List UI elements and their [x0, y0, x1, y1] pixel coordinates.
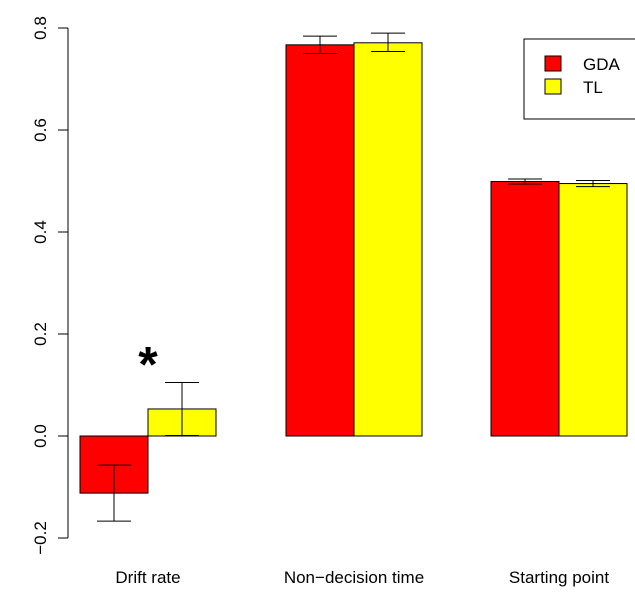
legend-box	[523, 38, 635, 120]
y-tick-label: 0.4	[31, 220, 50, 244]
y-tick-label: 0.6	[31, 118, 50, 142]
error-bars	[97, 32, 610, 522]
bars	[79, 42, 628, 494]
category-labels: Drift rate Non−decision time Starting poin…	[115, 568, 609, 587]
category-label: Non−decision time	[284, 568, 424, 587]
bar-tl-2	[353, 42, 423, 437]
significance-marker: *	[138, 336, 158, 392]
legend: GDA TL	[523, 38, 635, 120]
annotations: *	[138, 336, 158, 392]
y-tick-label: 0.8	[31, 16, 50, 40]
y-tick-label: 0.0	[31, 424, 50, 448]
category-label: Starting point	[509, 568, 609, 587]
y-tick-label: −0.2	[31, 521, 50, 555]
category-label: Drift rate	[115, 568, 180, 587]
legend-swatch-tl	[544, 78, 562, 95]
bar-gda-3	[490, 181, 560, 437]
bar-gda-2	[285, 44, 355, 437]
legend-label-tl: TL	[583, 78, 603, 97]
legend-label-gda: GDA	[583, 55, 621, 74]
legend-swatch-gda	[544, 55, 562, 72]
y-tick-label: 0.2	[31, 322, 50, 346]
bar-tl-3	[558, 183, 628, 437]
y-axis: −0.2 0.0 0.2 0.4 0.6 0.8	[31, 16, 69, 555]
